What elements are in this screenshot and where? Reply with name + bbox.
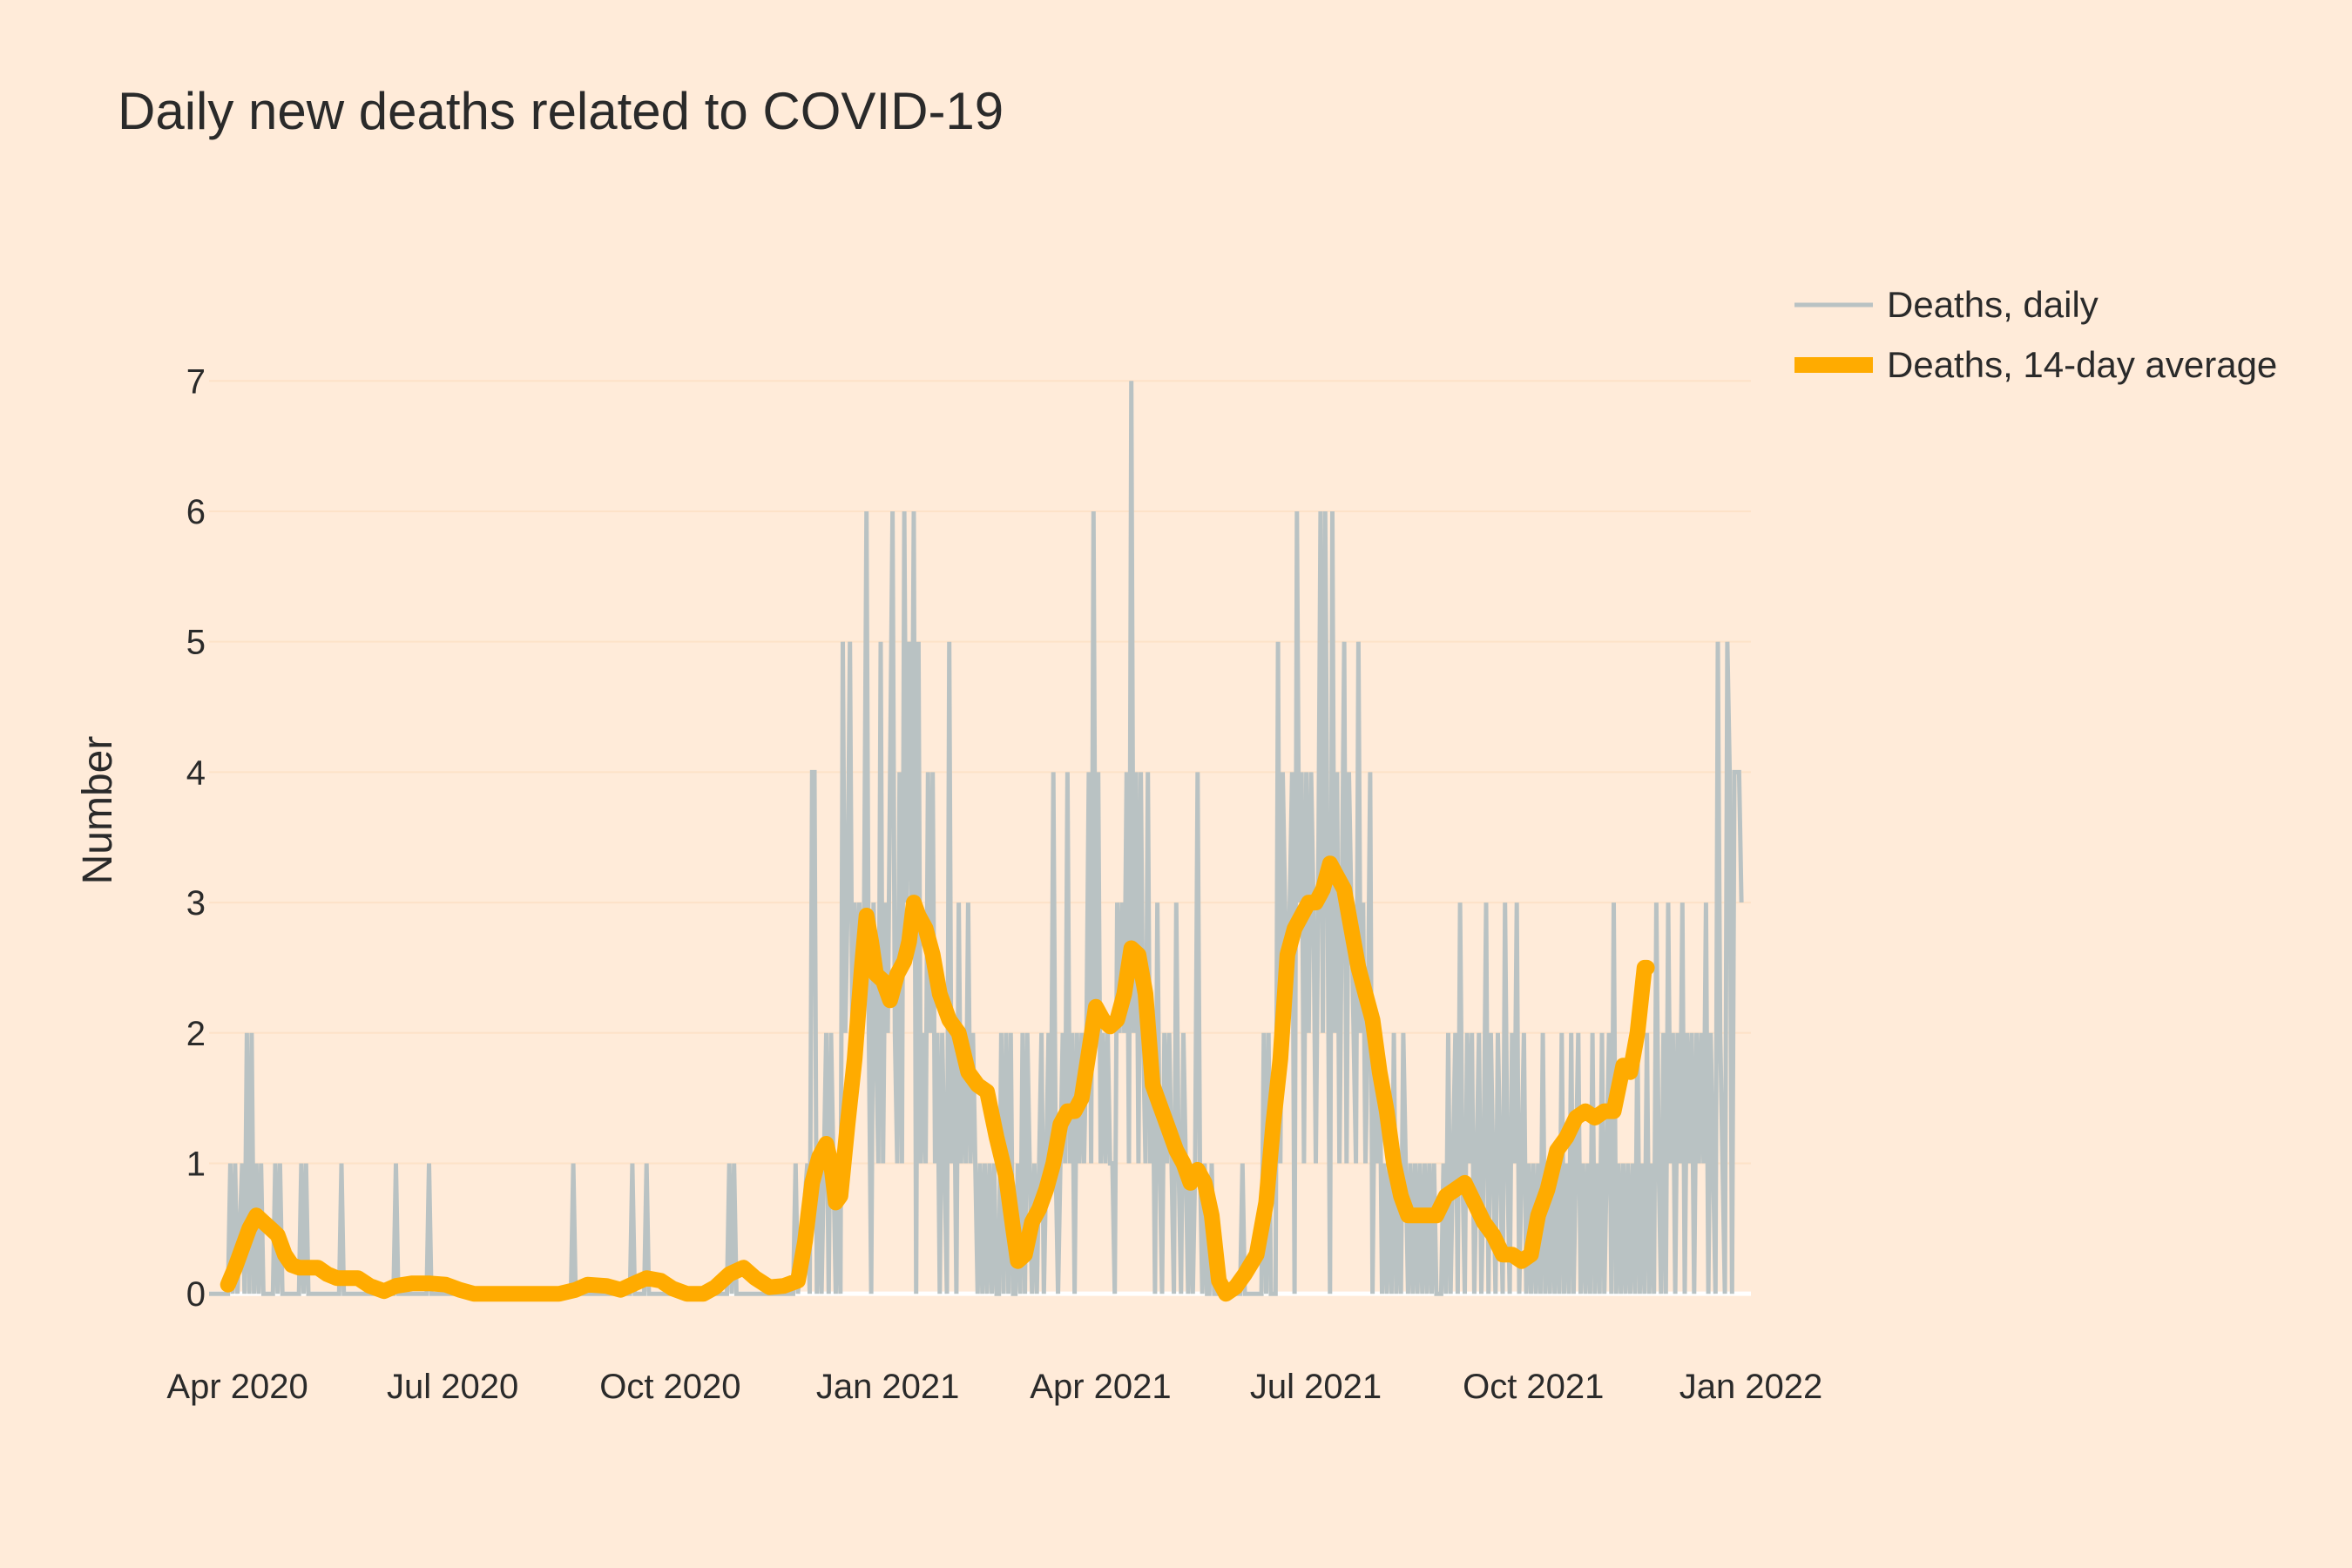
x-tick-label: Apr 2020 <box>166 1368 308 1406</box>
y-tick-label: 7 <box>186 362 206 401</box>
x-tick-label: Jan 2022 <box>1680 1368 1823 1406</box>
x-axis-ticks: Apr 2020 Jul 2020 Oct 2020 Jan 2021 Apr 2021… <box>166 1368 1822 1406</box>
y-tick-label: 2 <box>186 1015 206 1053</box>
x-tick-label: Jul 2021 <box>1250 1368 1382 1406</box>
x-tick-label: Apr 2021 <box>1030 1368 1171 1406</box>
series-line-daily <box>209 381 1744 1296</box>
plot-area <box>209 381 1744 1302</box>
y-tick-label: 4 <box>186 754 206 792</box>
y-tick-label: 6 <box>186 493 206 531</box>
chart-title: Daily new deaths related to COVID-19 <box>118 82 1004 140</box>
series-line-14-day-average <box>220 855 1655 1302</box>
y-axis-title: Number <box>75 736 121 885</box>
y-tick-label: 0 <box>186 1275 206 1314</box>
x-tick-label: Oct 2020 <box>599 1368 740 1406</box>
legend-label: Deaths, 14-day average <box>1887 344 2277 385</box>
y-tick-label: 5 <box>186 624 206 662</box>
x-tick-label: Jan 2021 <box>816 1368 960 1406</box>
x-tick-label: Oct 2021 <box>1463 1368 1604 1406</box>
y-tick-label: 1 <box>186 1145 206 1183</box>
y-axis-ticks: 0 1 2 3 4 5 6 7 <box>186 362 206 1314</box>
x-tick-label: Jul 2020 <box>387 1368 518 1406</box>
y-tick-label: 3 <box>186 884 206 923</box>
legend: Deaths, daily Deaths, 14-day average <box>1794 284 2277 385</box>
legend-label: Deaths, daily <box>1887 284 2099 325</box>
